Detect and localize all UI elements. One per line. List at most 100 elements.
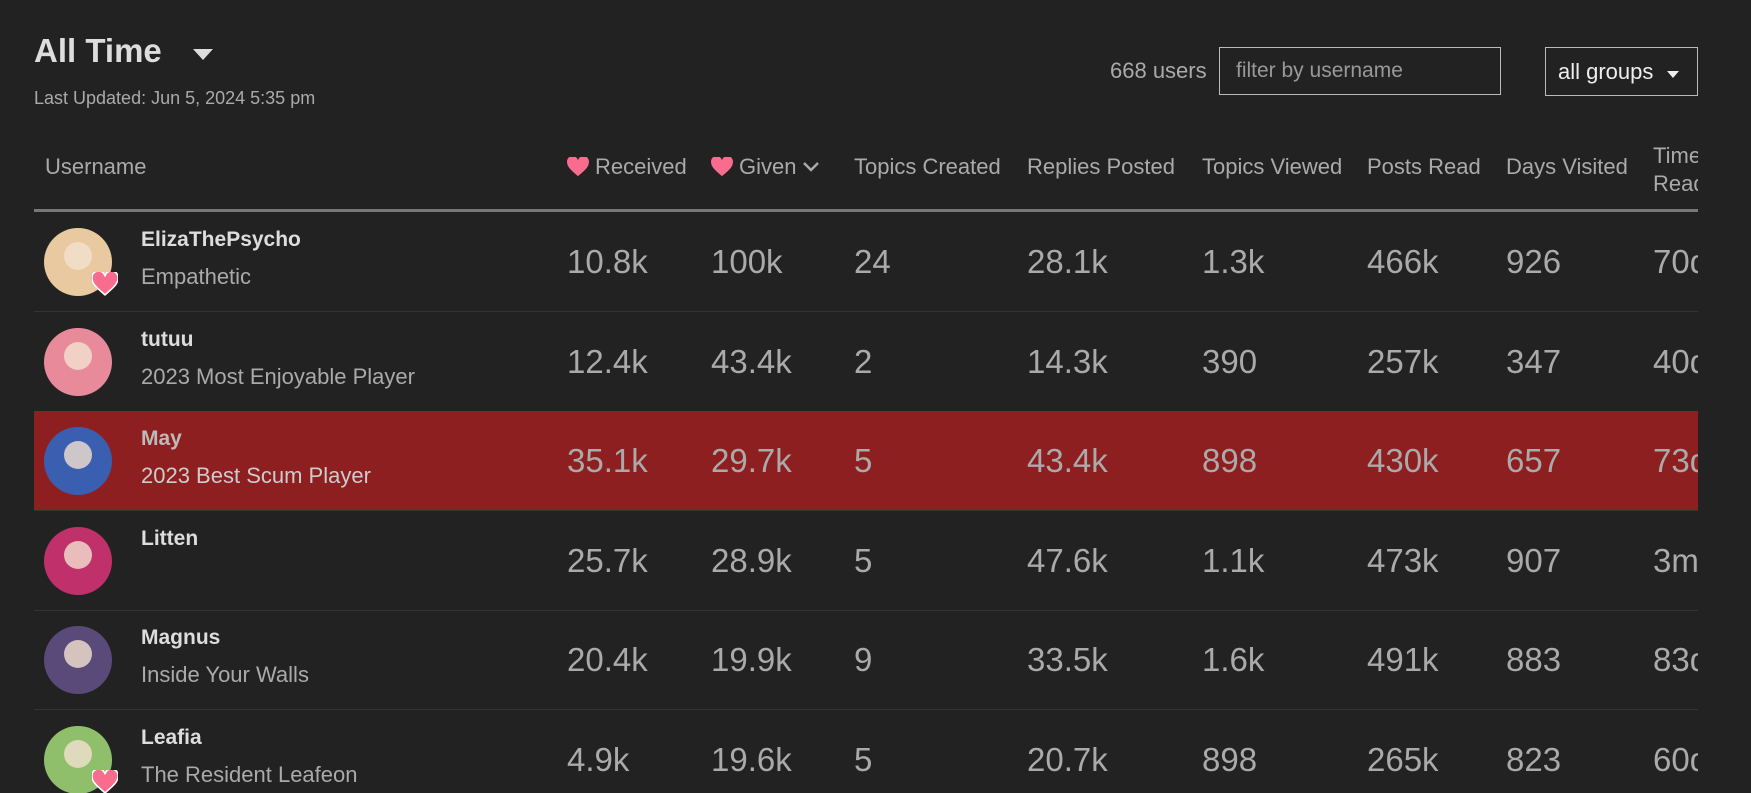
stat-value: 2 bbox=[854, 342, 873, 380]
period-title[interactable]: All Time bbox=[34, 32, 162, 69]
column-header[interactable]: Given bbox=[711, 154, 820, 180]
column-header-label: Topics Viewed bbox=[1202, 154, 1343, 179]
username[interactable]: Litten bbox=[141, 526, 199, 550]
column-header-label: Replies Posted bbox=[1027, 154, 1175, 179]
stat-value: 430k bbox=[1367, 442, 1439, 479]
username[interactable]: ElizaThePsycho bbox=[141, 228, 301, 251]
leaderboard-table: Username Received Given Topics Created Repli… bbox=[34, 120, 1698, 793]
select-caret bbox=[1666, 71, 1679, 78]
user-row[interactable]: tutuu 2023 Most Enjoyable Player 12.4k 43.4… bbox=[34, 312, 1698, 412]
user-row[interactable]: ElizaThePsycho Empathetic 10.8k 100k 24 28.1k… bbox=[34, 212, 1698, 312]
stat-value: 70d bbox=[1653, 243, 1698, 280]
stat-value: 3m bbox=[1653, 541, 1698, 579]
stat-value: 33.5k bbox=[1027, 641, 1108, 678]
stat-value: 73d bbox=[1653, 442, 1698, 479]
stat-value: 898 bbox=[1202, 442, 1258, 479]
stat-value: 40d bbox=[1653, 342, 1698, 380]
stat-value: 28.9k bbox=[711, 541, 792, 579]
column-header[interactable]: Topics Viewed bbox=[1202, 154, 1342, 180]
user-count: 668 users bbox=[1110, 58, 1207, 83]
user-title: Empathetic bbox=[141, 264, 252, 289]
user-row[interactable]: May 2023 Best Scum Player 35.1k 29.7k 5 43.4k… bbox=[34, 411, 1698, 511]
stat-value: 265k bbox=[1367, 740, 1439, 778]
stat-value: 1.1k bbox=[1202, 541, 1265, 579]
stat-value: 883 bbox=[1506, 641, 1562, 678]
stat-value: 24 bbox=[854, 243, 891, 280]
stat-value: 35.1k bbox=[567, 442, 648, 479]
stat-value: 5 bbox=[854, 740, 873, 778]
column-header-label: Username bbox=[45, 154, 147, 179]
stat-value: 9 bbox=[854, 641, 873, 678]
user-title: Inside Your Walls bbox=[141, 662, 309, 687]
username[interactable]: tutuu bbox=[141, 327, 194, 351]
stat-value: 466k bbox=[1367, 243, 1439, 280]
stat-value: 657 bbox=[1506, 442, 1562, 479]
header-rule bbox=[34, 209, 1698, 212]
stat-value: 823 bbox=[1506, 740, 1562, 778]
stat-value: 29.7k bbox=[711, 442, 792, 479]
flair-heart bbox=[92, 272, 118, 296]
username[interactable]: Magnus bbox=[141, 626, 221, 649]
column-header[interactable]: Days Visited bbox=[1506, 154, 1628, 180]
flair-heart bbox=[92, 769, 118, 793]
column-header-label: Topics Created bbox=[854, 154, 1001, 179]
stat-value: 257k bbox=[1367, 342, 1439, 380]
stat-value: 100k bbox=[711, 243, 783, 280]
stat-value: 5 bbox=[854, 442, 873, 479]
column-header-label: Posts Read bbox=[1367, 154, 1481, 179]
stat-value: 10.8k bbox=[567, 243, 648, 280]
column-header[interactable]: Received bbox=[567, 154, 687, 180]
stat-value: 907 bbox=[1506, 541, 1562, 579]
stat-value: 12.4k bbox=[567, 342, 648, 380]
stat-value: 4.9k bbox=[567, 740, 630, 778]
heart-icon bbox=[711, 157, 733, 177]
avatar[interactable] bbox=[44, 427, 116, 499]
stat-value: 20.7k bbox=[1027, 740, 1108, 778]
stat-value: 14.3k bbox=[1027, 342, 1108, 380]
column-header[interactable]: Topics Created bbox=[854, 154, 1001, 180]
user-title: 2023 Best Scum Player bbox=[141, 463, 371, 488]
user-title: The Resident Leafeon bbox=[141, 761, 358, 787]
heart-icon bbox=[567, 157, 589, 177]
avatar[interactable] bbox=[44, 327, 116, 400]
column-header-label: Days Visited bbox=[1506, 154, 1628, 179]
stat-value: 473k bbox=[1367, 541, 1439, 579]
stat-value: 390 bbox=[1202, 342, 1258, 380]
stat-value: 60d bbox=[1653, 740, 1698, 778]
filter-input[interactable]: filter by username bbox=[1219, 47, 1501, 95]
column-header-label: Received bbox=[595, 154, 687, 179]
stat-value: 19.6k bbox=[711, 740, 792, 778]
stat-value: 5 bbox=[854, 541, 873, 579]
avatar[interactable] bbox=[44, 626, 116, 698]
column-header[interactable]: Time Read bbox=[1653, 143, 1698, 198]
stat-value: 43.4k bbox=[1027, 442, 1108, 479]
stat-value: 43.4k bbox=[711, 342, 792, 380]
stat-value: 28.1k bbox=[1027, 243, 1108, 280]
column-header: Username bbox=[45, 154, 146, 180]
user-row[interactable]: Litten 25.7k 28.9k 5 47.6k 1.1k 473k 907 3m bbox=[34, 511, 1698, 611]
stat-value: 898 bbox=[1202, 740, 1258, 778]
column-header[interactable]: Posts Read bbox=[1367, 154, 1481, 180]
stat-value: 20.4k bbox=[567, 641, 648, 678]
user-row[interactable]: Magnus Inside Your Walls 20.4k 19.9k 9 33.5k 1… bbox=[34, 610, 1698, 710]
dropdown-caret[interactable] bbox=[192, 47, 214, 61]
stat-value: 1.6k bbox=[1202, 641, 1265, 678]
column-header[interactable]: Replies Posted bbox=[1027, 154, 1175, 180]
user-row[interactable]: Leafia The Resident Leafeon 4.9k 19.6k 5 20.7… bbox=[34, 710, 1698, 793]
username[interactable]: Leafia bbox=[141, 725, 202, 749]
stat-value: 1.3k bbox=[1202, 243, 1265, 280]
column-header-label: Given bbox=[739, 154, 797, 179]
avatar[interactable] bbox=[44, 526, 116, 599]
sort-chevron bbox=[803, 162, 820, 172]
stat-value: 47.6k bbox=[1027, 541, 1108, 579]
stat-value: 491k bbox=[1367, 641, 1439, 678]
username[interactable]: May bbox=[141, 427, 182, 450]
stat-value: 83d bbox=[1653, 641, 1698, 678]
stat-value: 347 bbox=[1506, 342, 1562, 380]
group-select[interactable]: all groups bbox=[1545, 47, 1698, 96]
last-updated: Last Updated: Jun 5, 2024 5:35 pm bbox=[34, 88, 316, 108]
user-title: 2023 Most Enjoyable Player bbox=[141, 363, 415, 389]
column-header-label: Time Read bbox=[1653, 143, 1698, 196]
group-select-label: all groups bbox=[1558, 59, 1654, 84]
